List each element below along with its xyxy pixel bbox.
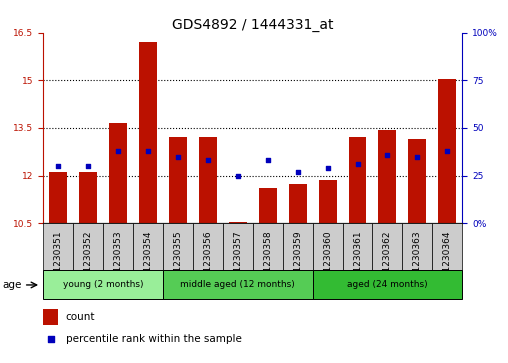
- Text: percentile rank within the sample: percentile rank within the sample: [66, 334, 242, 344]
- Bar: [103, 223, 133, 270]
- Point: [324, 165, 332, 171]
- Bar: [432, 223, 462, 270]
- Text: GSM1230355: GSM1230355: [173, 230, 182, 291]
- Point: [114, 148, 122, 154]
- Bar: [408, 139, 426, 223]
- Text: GSM1230361: GSM1230361: [353, 230, 362, 291]
- Point: [294, 169, 302, 175]
- Bar: [199, 138, 217, 223]
- Text: GSM1230364: GSM1230364: [443, 230, 452, 291]
- Bar: [372, 223, 402, 270]
- Point: [47, 336, 55, 342]
- Text: count: count: [66, 312, 96, 322]
- Point: [414, 154, 422, 159]
- Text: GSM1230362: GSM1230362: [383, 230, 392, 291]
- Bar: [79, 172, 97, 223]
- Bar: [49, 172, 67, 223]
- Point: [144, 148, 152, 154]
- Bar: [289, 184, 307, 223]
- Bar: [348, 138, 366, 223]
- Bar: [193, 223, 223, 270]
- Title: GDS4892 / 1444331_at: GDS4892 / 1444331_at: [172, 18, 333, 32]
- Text: aged (24 months): aged (24 months): [347, 281, 428, 289]
- Text: GSM1230357: GSM1230357: [233, 230, 242, 291]
- Text: GSM1230356: GSM1230356: [203, 230, 212, 291]
- Bar: [73, 223, 103, 270]
- Bar: [438, 79, 456, 223]
- Text: GSM1230351: GSM1230351: [54, 230, 62, 291]
- Text: young (2 months): young (2 months): [63, 281, 143, 289]
- Bar: [163, 270, 312, 299]
- Bar: [282, 223, 312, 270]
- Text: GSM1230352: GSM1230352: [84, 230, 92, 291]
- Text: GSM1230359: GSM1230359: [293, 230, 302, 291]
- Bar: [342, 223, 372, 270]
- Text: GSM1230360: GSM1230360: [323, 230, 332, 291]
- Bar: [229, 222, 247, 223]
- Bar: [402, 223, 432, 270]
- Point: [54, 163, 62, 169]
- Bar: [43, 270, 163, 299]
- Bar: [169, 138, 187, 223]
- Text: GSM1230353: GSM1230353: [113, 230, 122, 291]
- Bar: [43, 223, 73, 270]
- Bar: [139, 42, 157, 223]
- Point: [174, 154, 182, 159]
- Bar: [319, 180, 336, 223]
- Bar: [253, 223, 282, 270]
- Bar: [312, 223, 342, 270]
- Text: GSM1230363: GSM1230363: [413, 230, 422, 291]
- Bar: [109, 123, 127, 223]
- Point: [234, 173, 242, 179]
- Text: GSM1230358: GSM1230358: [263, 230, 272, 291]
- Bar: [163, 223, 193, 270]
- Bar: [133, 223, 163, 270]
- Text: GSM1230354: GSM1230354: [143, 230, 152, 291]
- Bar: [223, 223, 252, 270]
- Point: [354, 161, 362, 167]
- Bar: [312, 270, 462, 299]
- Point: [264, 158, 272, 163]
- Bar: [259, 188, 277, 223]
- Bar: [43, 309, 58, 325]
- Text: age: age: [3, 280, 22, 290]
- Bar: [378, 130, 396, 223]
- Point: [204, 158, 212, 163]
- Point: [443, 148, 452, 154]
- Point: [384, 152, 392, 158]
- Point: [84, 163, 92, 169]
- Text: middle aged (12 months): middle aged (12 months): [180, 281, 295, 289]
